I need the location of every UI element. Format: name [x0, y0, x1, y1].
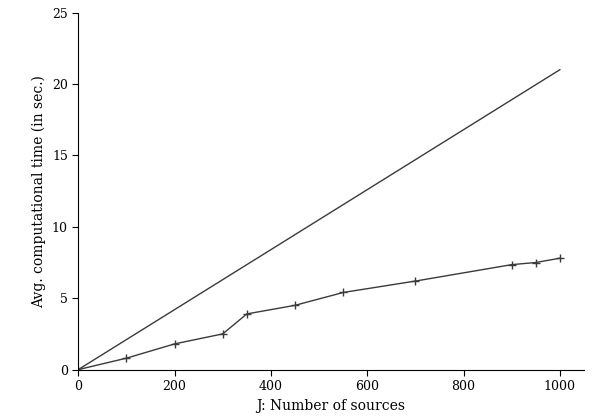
Y-axis label: Avg. computational time (in sec.): Avg. computational time (in sec.)	[32, 75, 46, 307]
X-axis label: J: Number of sources: J: Number of sources	[256, 399, 406, 412]
